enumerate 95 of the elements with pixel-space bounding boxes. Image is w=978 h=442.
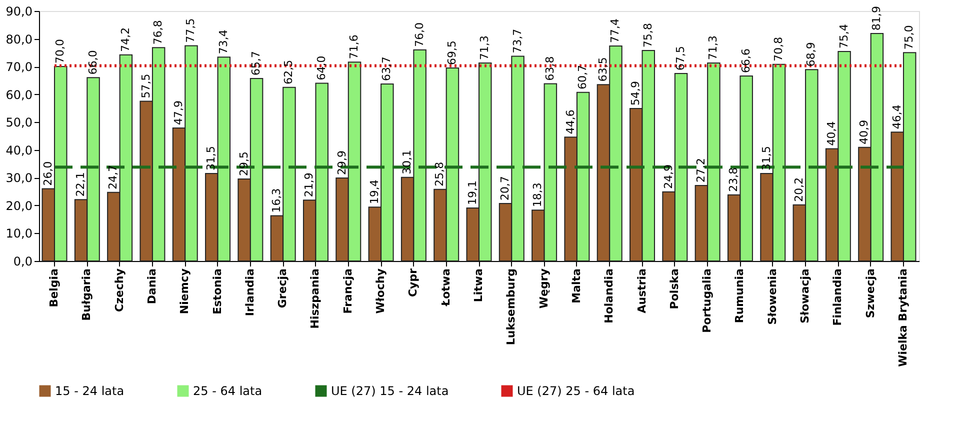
x-tick-label: Węgry [537, 268, 550, 309]
data-label: 31,5 [760, 146, 773, 170]
y-tick-label: 40,0 [6, 143, 32, 158]
data-label: 19,1 [466, 180, 479, 205]
x-tick-label: Łotwa [439, 268, 452, 307]
y-tick-label: 30,0 [6, 171, 32, 186]
data-label: 29,9 [335, 150, 348, 175]
data-label: 26,0 [41, 161, 54, 186]
data-label: 63,5 [596, 57, 610, 82]
data-label: 20,7 [498, 176, 512, 200]
y-tick-label: 50,0 [6, 116, 32, 130]
y-tick-label: 90,0 [6, 4, 32, 18]
data-label: 71,3 [706, 35, 720, 60]
data-label: 47,9 [172, 100, 185, 125]
data-label: 18,3 [531, 182, 544, 208]
legend-label: 15 - 24 lata [55, 384, 124, 398]
x-tick-label: Belgia [48, 268, 61, 308]
y-tick-label: 0,0 [13, 254, 32, 268]
x-tick-label: Hiszpania [308, 268, 322, 329]
y-tick-label: 20,0 [6, 198, 32, 213]
data-label: 73,7 [510, 28, 524, 54]
data-label: 70,8 [772, 36, 785, 62]
y-tick-label: 60,0 [6, 88, 32, 102]
data-label: 29,5 [237, 152, 250, 176]
y-tick-label: 10,0 [6, 226, 32, 241]
data-label: 69,5 [445, 40, 458, 65]
data-label: 24,7 [106, 164, 120, 190]
data-label: 75,4 [837, 24, 850, 49]
x-tick-label: Litwa [472, 268, 485, 302]
legend-label: UE (27) 25 - 64 lata [517, 384, 635, 398]
data-label: 77,5 [184, 18, 198, 43]
x-tick-label: Holandia [602, 268, 616, 324]
data-label: 24,9 [662, 164, 675, 189]
data-label: 16,3 [270, 188, 283, 213]
x-tick-label: Słowacja [798, 268, 812, 324]
x-tick-label: Bułgaria [80, 268, 94, 321]
x-tick-label: Czechy [112, 268, 126, 312]
data-label: 66,6 [739, 48, 752, 73]
data-label: 71,3 [478, 35, 492, 60]
x-tick-label: Francja [341, 268, 354, 314]
data-label: 40,4 [825, 121, 838, 146]
x-tick-label: Austria [635, 268, 648, 314]
data-label: 54,9 [629, 81, 642, 106]
x-tick-label: Luksemburg [504, 268, 518, 346]
data-label: 22,1 [74, 172, 88, 197]
data-label: 68,9 [804, 42, 818, 67]
y-tick-label: 80,0 [6, 32, 32, 46]
data-label: 77,4 [608, 18, 622, 43]
data-label: 30,1 [400, 150, 414, 174]
data-label: 63,8 [543, 56, 556, 81]
data-label: 73,4 [216, 30, 230, 54]
data-label: 81,9 [870, 6, 883, 30]
data-label: 21,9 [302, 172, 316, 198]
data-label: 23,8 [727, 167, 740, 192]
data-label: 71,6 [348, 34, 361, 60]
x-tick-label: Włochy [374, 268, 388, 314]
x-tick-label: Dania [145, 268, 158, 304]
data-label: 44,6 [564, 110, 577, 134]
x-tick-label: Grecja [276, 268, 290, 308]
x-tick-label: Irlandia [243, 268, 256, 316]
data-label: 46,4 [890, 104, 904, 130]
x-tick-label: Cypr [406, 268, 420, 298]
data-label: 66,0 [86, 50, 100, 75]
x-tick-label: Portugalia [700, 268, 714, 333]
data-label: 62,5 [282, 60, 296, 84]
data-label: 27,2 [694, 158, 708, 182]
data-label: 20,2 [792, 177, 806, 202]
data-label: 60,7 [576, 64, 590, 90]
x-tick-label: Rumunia [733, 268, 746, 324]
data-label: 76,8 [152, 20, 165, 45]
data-label: 75,0 [902, 25, 916, 50]
x-tick-label: Malta [570, 268, 583, 304]
legend-label: UE (27) 15 - 24 lata [331, 384, 449, 398]
data-label: 76,0 [412, 22, 426, 47]
data-label: 19,4 [368, 180, 381, 204]
y-tick-label: 70,0 [6, 60, 32, 74]
data-label: 63,7 [380, 56, 394, 82]
x-tick-label: Estonia [210, 268, 224, 314]
data-label: 40,9 [858, 120, 871, 144]
data-label: 64,0 [314, 56, 328, 80]
data-label: 25,8 [433, 162, 446, 186]
x-tick-label: Słowenia [766, 268, 779, 325]
data-label: 31,5 [204, 146, 218, 170]
x-tick-label: Niemcy [178, 268, 192, 314]
x-tick-label: Szwecja [864, 268, 877, 318]
data-label: 65,7 [250, 51, 263, 76]
data-label: 74,2 [118, 27, 132, 52]
data-label: 57,5 [139, 74, 152, 98]
x-tick-label: Polska [668, 268, 681, 310]
legend-label: 25 - 64 lata [193, 384, 262, 398]
x-tick-label: Finlandia [831, 268, 844, 326]
data-label: 75,8 [641, 22, 654, 48]
data-label: 67,5 [674, 46, 688, 70]
x-tick-label: Wielka Brytania [896, 268, 910, 367]
data-label: 70,0 [54, 39, 67, 64]
